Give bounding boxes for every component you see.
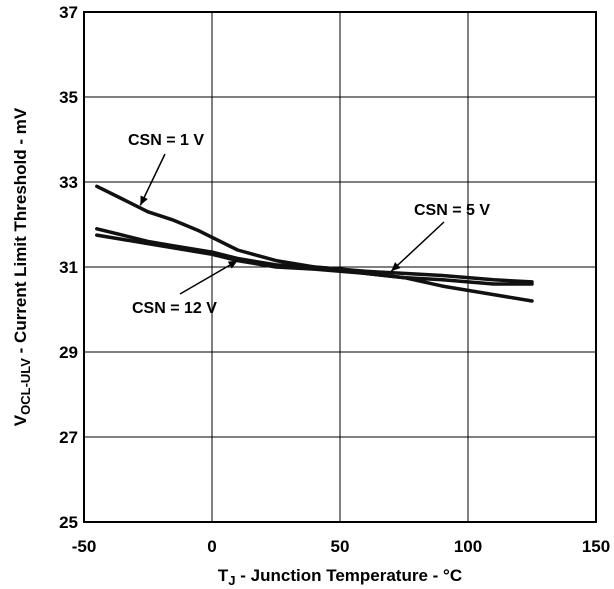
annotation-label-1: CSN = 1 V — [128, 132, 204, 149]
y-tick-label: 37 — [59, 3, 78, 22]
x-tick-label: 150 — [582, 537, 610, 556]
y-tick-label: 29 — [59, 343, 78, 362]
y-axis-label: VOCL-ULV - Current Limit Threshold - mV — [11, 107, 33, 426]
series-line-2 — [95, 227, 534, 284]
annotation-arrowhead-3 — [227, 260, 238, 269]
x-tick-label: 50 — [331, 537, 350, 556]
annotation-label-2: CSN = 5 V — [414, 202, 490, 219]
x-tick-label: -50 — [72, 537, 97, 556]
y-tick-labels: 25 27 29 31 33 35 37 — [59, 3, 78, 532]
y-tick-label: 35 — [59, 88, 78, 107]
annotation-arrowhead-1 — [140, 195, 148, 206]
annotation-leader-3 — [179, 259, 238, 295]
annotation-leader-2 — [390, 221, 445, 272]
plot-frame — [83, 11, 597, 523]
x-tick-label: 100 — [454, 537, 482, 556]
series-line-3 — [95, 233, 534, 286]
annotation-leader-1 — [139, 153, 166, 206]
y-tick-label: 25 — [59, 513, 78, 532]
series-line-1 — [95, 184, 534, 303]
series-lines — [95, 184, 534, 303]
y-tick-label: 31 — [59, 258, 78, 277]
x-tick-label: 0 — [207, 537, 216, 556]
y-tick-label: 33 — [59, 173, 78, 192]
series-annotations: CSN = 1 V CSN = 5 V CSN = 12 V — [128, 132, 490, 317]
y-tick-label: 27 — [59, 428, 78, 447]
annotation-label-3: CSN = 12 V — [132, 300, 217, 317]
x-axis-label: TJ - Junction Temperature - °C — [218, 566, 462, 588]
x-tick-labels: -50 0 50 100 150 — [72, 537, 610, 556]
grid-lines — [83, 11, 597, 523]
annotation-arrowhead-2 — [391, 262, 401, 272]
